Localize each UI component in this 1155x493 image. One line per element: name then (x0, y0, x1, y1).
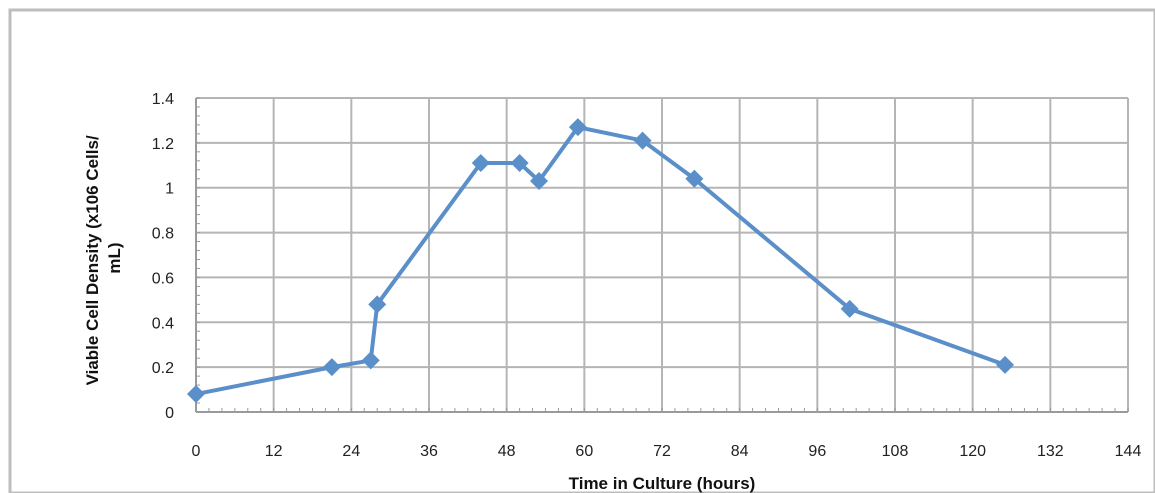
y-tick-label: 0 (165, 405, 174, 422)
y-tick-label: 0.6 (152, 270, 174, 287)
data-point (568, 118, 587, 137)
y-tick-label: 0.8 (152, 226, 174, 243)
data-point (633, 131, 652, 150)
x-tick-label: 84 (731, 443, 749, 460)
data-point (361, 351, 380, 370)
y-tick-label: 1.4 (152, 91, 174, 108)
y-tick-label: 1 (165, 181, 174, 198)
x-tick-label: 36 (420, 443, 438, 460)
data-point (840, 299, 859, 318)
grid (196, 97, 1129, 412)
chart-border (8, 8, 1155, 493)
y-tick-label: 0.2 (152, 360, 174, 377)
data-point (685, 169, 704, 188)
x-tick-label: 132 (1037, 443, 1064, 460)
x-tick-label: 48 (498, 443, 516, 460)
y-axis-title-line-1: Viable Cell Density (x106 Cells/ (83, 135, 102, 385)
x-tick-label: 120 (959, 443, 986, 460)
x-tick-label: 144 (1115, 443, 1142, 460)
axes (195, 97, 1129, 413)
y-axis-title: Viable Cell Density (x106 Cells/ mL) (83, 131, 124, 386)
x-tick-label: 60 (575, 443, 593, 460)
y-tick-label: 0.4 (152, 315, 174, 332)
x-tick-label: 12 (265, 443, 283, 460)
x-tick-label: 0 (192, 443, 201, 460)
data-point (187, 385, 205, 404)
y-axis-title-line-2: mL) (105, 242, 124, 273)
data-point (996, 355, 1015, 374)
y-tick-label: 1.2 (152, 136, 174, 153)
data-point (510, 154, 529, 173)
x-tick-label: 24 (342, 443, 360, 460)
x-tick-label: 72 (653, 443, 671, 460)
data-point (368, 295, 387, 314)
tick-labels: 0 12 24 36 48 60 72 84 96 108 120 132 144 0 0.2 0.4 0.6 0… (152, 91, 1142, 460)
x-axis-title: Time in Culture (hours) (569, 474, 756, 493)
x-tick-label: 96 (808, 443, 826, 460)
data-point (322, 358, 341, 377)
data-point (530, 171, 549, 190)
series (187, 118, 1015, 404)
x-tick-label: 108 (882, 443, 909, 460)
data-point (471, 154, 490, 173)
